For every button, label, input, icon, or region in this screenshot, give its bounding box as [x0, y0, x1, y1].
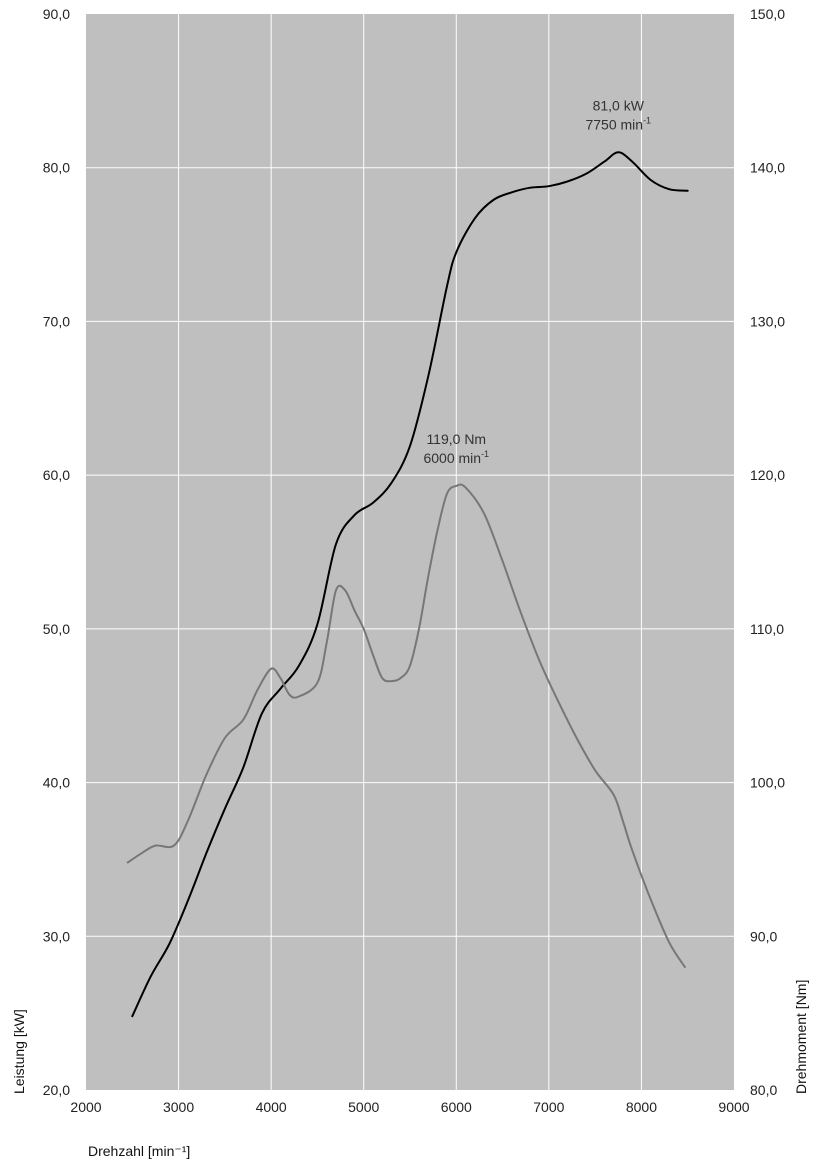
torque-line [126, 483, 686, 968]
y-right-tick-label: 110,0 [750, 621, 784, 637]
y-left-tick-label: 40,0 [43, 775, 70, 791]
grid [86, 14, 734, 1090]
annotations: 81,0 kW 7750 min-1 119,0 Nm 6000 min-1 [423, 97, 651, 466]
y-left-tick-label: 60,0 [43, 467, 70, 483]
tick-labels: 2000 3000 4000 5000 6000 7000 8000 9000 20,0 30,0… [43, 6, 785, 1115]
x-axis-title: Drehzahl [min⁻¹] [88, 1143, 190, 1159]
y-left-tick-label: 80,0 [43, 160, 70, 176]
x-tick-label: 9000 [718, 1099, 749, 1115]
y-axis-right-title: Drehmoment [Nm] [793, 980, 809, 1094]
y-right-tick-label: 150,0 [750, 6, 785, 22]
x-tick-label: 2000 [70, 1099, 101, 1115]
y-right-tick-label: 130,0 [750, 313, 785, 329]
y-left-tick-label: 50,0 [43, 621, 70, 637]
y-left-tick-label: 20,0 [43, 1082, 70, 1098]
y-right-tick-label: 140,0 [750, 160, 785, 176]
y-right-tick-label: 100,0 [750, 775, 785, 791]
x-tick-label: 7000 [533, 1099, 564, 1115]
y-right-tick-label: 120,0 [750, 467, 785, 483]
plot-area [86, 14, 734, 1090]
x-tick-label: 4000 [256, 1099, 287, 1115]
y-axis-left-title: Leistung [kW] [11, 1009, 27, 1094]
y-left-tick-label: 70,0 [43, 313, 70, 329]
y-left-tick-label: 30,0 [43, 928, 70, 944]
x-tick-label: 3000 [163, 1099, 194, 1115]
y-right-tick-label: 80,0 [750, 1082, 777, 1098]
torque-peak-label: 119,0 Nm [426, 431, 486, 447]
power-peak-rpm-label: 7750 min-1 [585, 115, 651, 132]
torque-peak-rpm-label: 6000 min-1 [423, 449, 489, 466]
power-line [131, 151, 689, 1018]
x-tick-label: 6000 [441, 1099, 472, 1115]
series-lines [126, 151, 689, 1018]
y-left-tick-label: 90,0 [43, 6, 70, 22]
y-right-tick-label: 90,0 [750, 928, 777, 944]
x-tick-label: 5000 [348, 1099, 379, 1115]
power-peak-label: 81,0 kW [593, 97, 645, 113]
x-tick-label: 8000 [626, 1099, 657, 1115]
